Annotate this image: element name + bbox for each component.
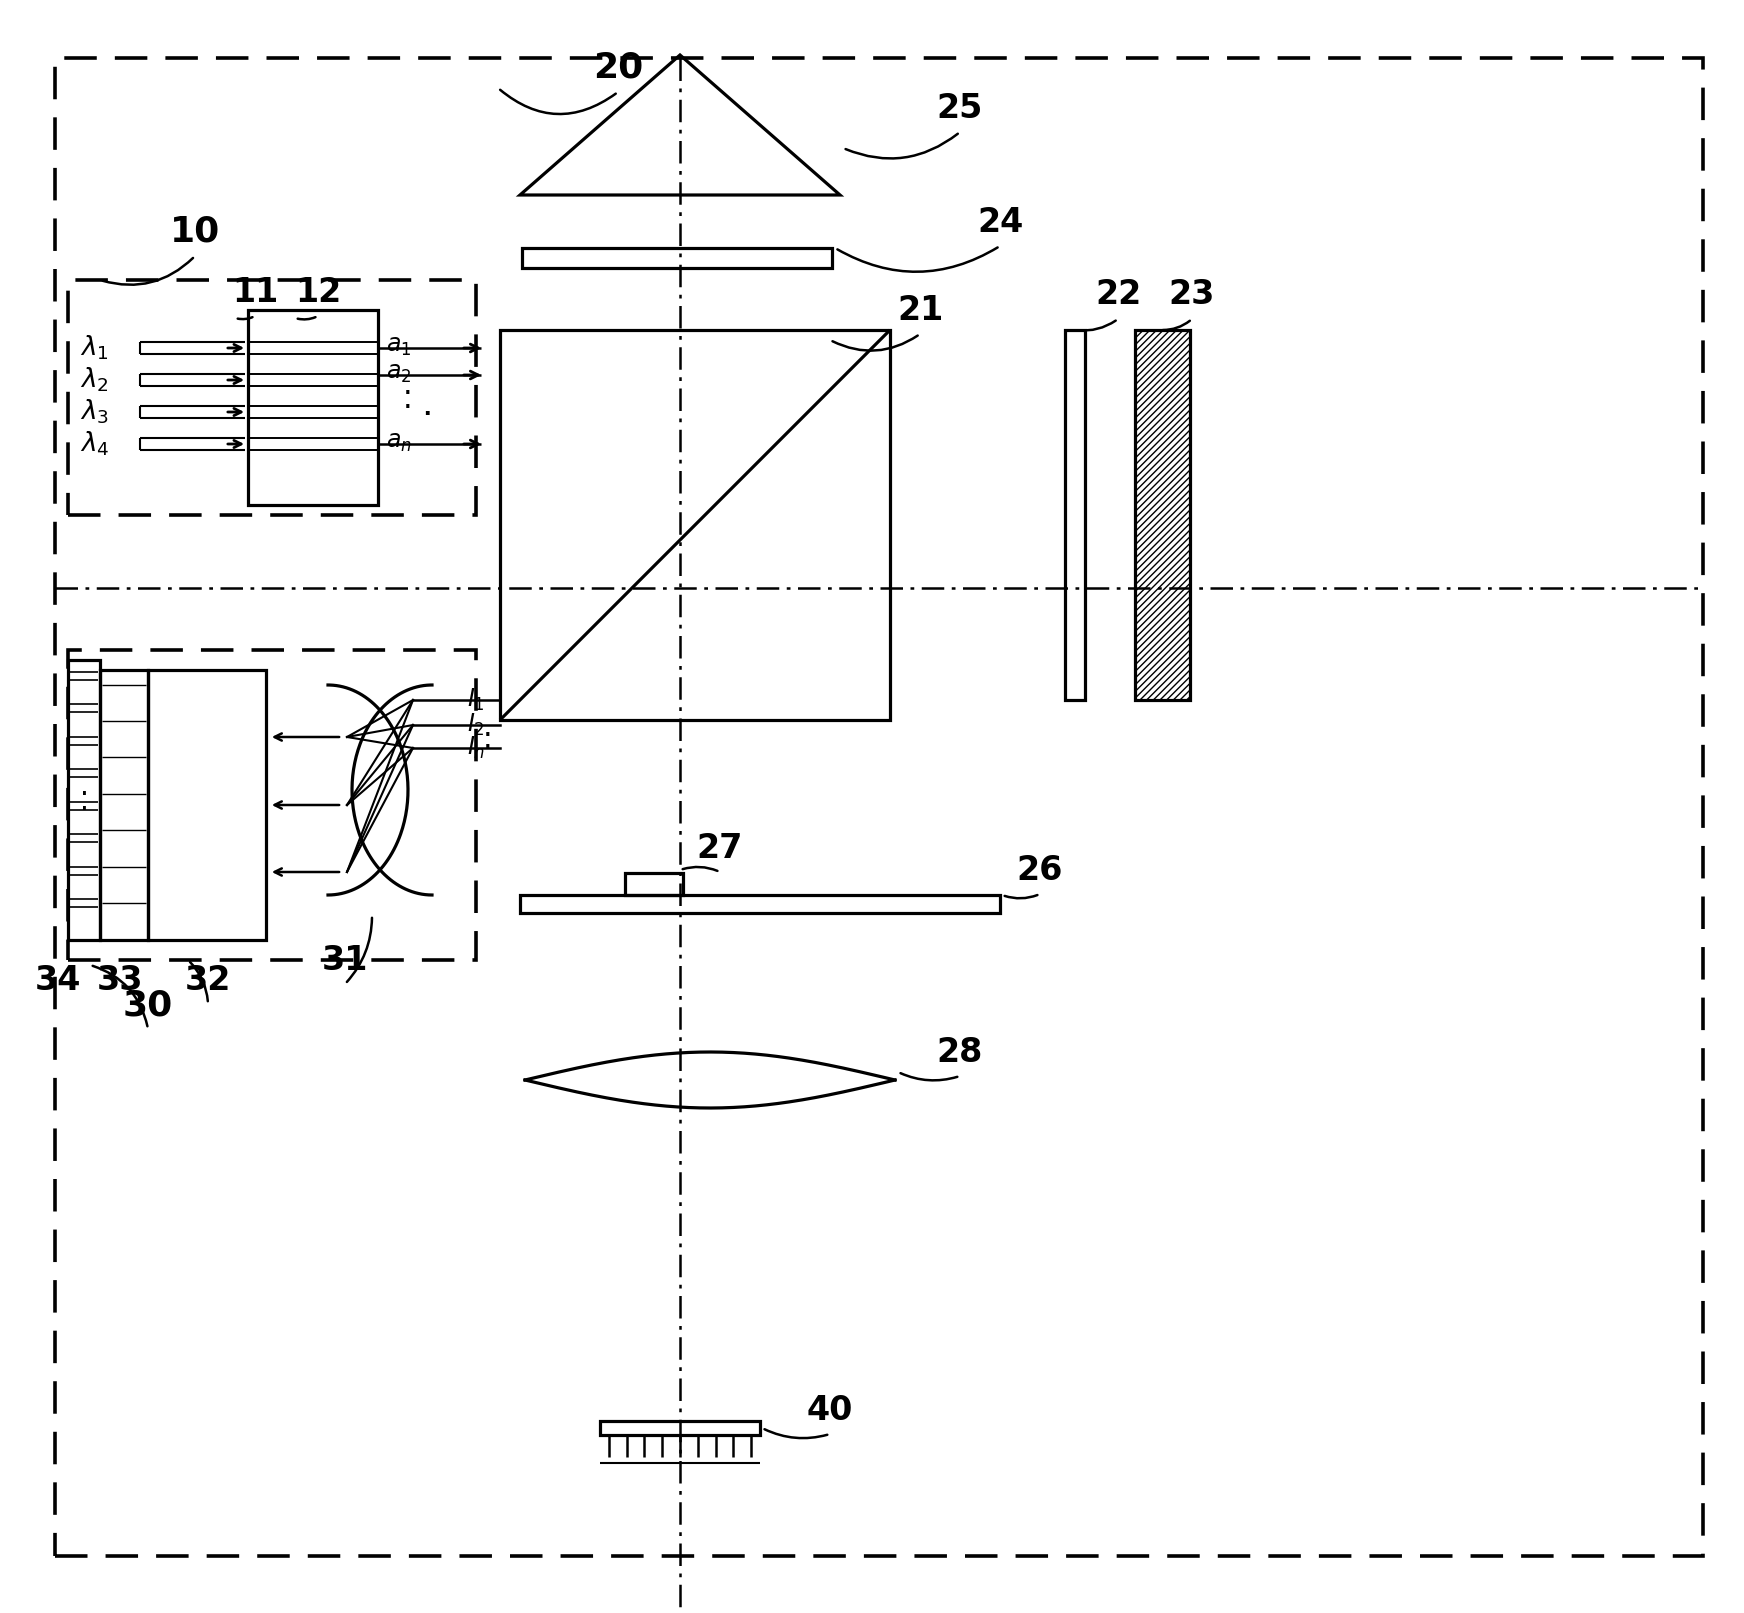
Text: $\lambda_1$: $\lambda_1$ xyxy=(80,334,108,363)
FancyArrowPatch shape xyxy=(501,90,616,115)
Text: ·: · xyxy=(483,721,494,750)
Text: $I_n$: $I_n$ xyxy=(467,736,485,761)
Bar xyxy=(521,248,832,268)
Text: 31: 31 xyxy=(323,944,368,976)
FancyArrowPatch shape xyxy=(237,318,253,319)
Text: ·: · xyxy=(403,381,413,410)
Bar xyxy=(148,669,267,940)
Text: ·: · xyxy=(80,781,89,810)
Text: 10: 10 xyxy=(169,215,220,248)
Text: $I_1$: $I_1$ xyxy=(467,687,485,713)
Text: 30: 30 xyxy=(122,989,173,1023)
FancyArrowPatch shape xyxy=(764,1429,827,1439)
Text: 28: 28 xyxy=(937,1036,984,1068)
Text: $\lambda_2$: $\lambda_2$ xyxy=(80,366,108,394)
Text: 40: 40 xyxy=(807,1394,853,1426)
Bar xyxy=(624,873,684,895)
Text: ·: · xyxy=(422,398,433,432)
FancyArrowPatch shape xyxy=(347,918,371,982)
FancyArrowPatch shape xyxy=(682,866,717,871)
Bar xyxy=(99,669,148,940)
Text: 33: 33 xyxy=(96,963,143,997)
Text: 23: 23 xyxy=(1168,279,1216,311)
Text: 32: 32 xyxy=(185,963,232,997)
Text: ·: · xyxy=(403,394,413,423)
Bar xyxy=(1135,331,1189,700)
Text: 22: 22 xyxy=(1095,279,1141,311)
Text: ·: · xyxy=(80,795,89,824)
FancyArrowPatch shape xyxy=(837,247,998,271)
Text: $\lambda_3$: $\lambda_3$ xyxy=(80,398,110,426)
Bar xyxy=(501,331,889,719)
Bar xyxy=(1066,331,1085,700)
Text: 34: 34 xyxy=(35,963,82,997)
Text: 25: 25 xyxy=(937,92,984,124)
FancyArrowPatch shape xyxy=(92,966,148,1026)
Bar xyxy=(68,281,476,515)
Text: 26: 26 xyxy=(1017,853,1064,887)
FancyArrowPatch shape xyxy=(900,1073,957,1081)
Text: 12: 12 xyxy=(295,276,342,308)
Bar xyxy=(248,310,378,505)
Text: ·: · xyxy=(483,734,494,763)
Text: $a_n$: $a_n$ xyxy=(385,431,412,453)
Text: 24: 24 xyxy=(977,205,1024,239)
Text: $a_2$: $a_2$ xyxy=(385,361,412,386)
Text: 11: 11 xyxy=(232,276,277,308)
FancyArrowPatch shape xyxy=(1005,895,1038,898)
FancyArrowPatch shape xyxy=(1163,321,1189,331)
Text: 27: 27 xyxy=(698,831,743,865)
FancyArrowPatch shape xyxy=(190,961,208,1002)
Bar xyxy=(68,650,476,960)
Bar xyxy=(600,1421,760,1436)
Bar xyxy=(520,895,999,913)
Text: 21: 21 xyxy=(896,294,944,326)
FancyArrowPatch shape xyxy=(832,336,917,350)
Text: $\lambda_4$: $\lambda_4$ xyxy=(80,429,110,458)
FancyArrowPatch shape xyxy=(1078,321,1116,331)
Bar xyxy=(68,660,99,940)
FancyArrowPatch shape xyxy=(298,318,316,319)
FancyArrowPatch shape xyxy=(846,134,957,158)
Text: $I_2$: $I_2$ xyxy=(467,711,485,739)
FancyArrowPatch shape xyxy=(103,258,194,286)
Text: $a_1$: $a_1$ xyxy=(385,334,412,358)
Text: 20: 20 xyxy=(593,52,644,85)
